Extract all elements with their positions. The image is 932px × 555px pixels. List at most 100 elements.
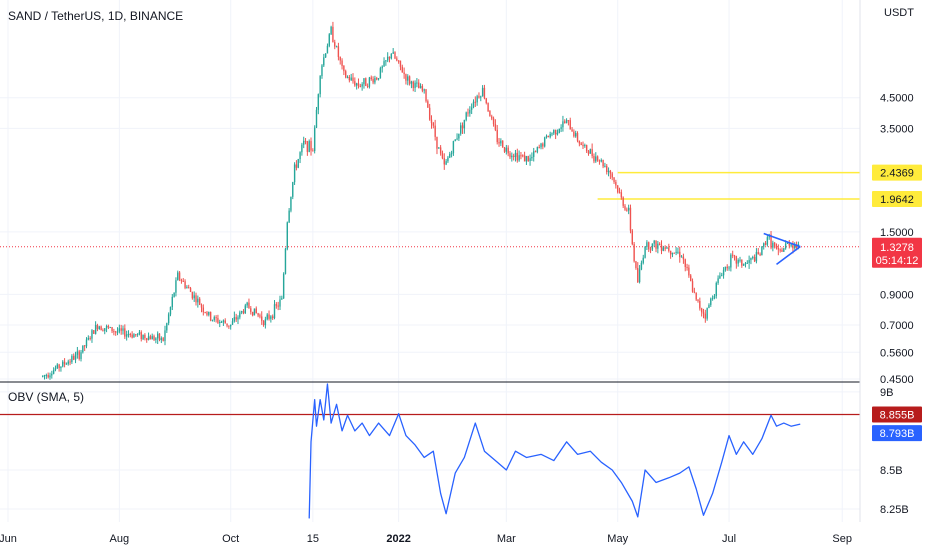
candle-body (136, 333, 139, 335)
candle-body (69, 361, 71, 363)
candle-body (74, 354, 77, 360)
candle-body (492, 118, 495, 125)
obv-panel (0, 383, 860, 519)
candle-body (704, 313, 707, 319)
candle-body (49, 375, 51, 378)
candle-body (461, 125, 464, 129)
candle-body (401, 66, 403, 73)
candle-body (719, 275, 721, 279)
candle-body (511, 155, 513, 158)
candle-body (202, 307, 205, 313)
candle-body (794, 244, 796, 249)
candle-body (554, 129, 557, 135)
candle-body (458, 133, 460, 139)
level-price-tag: 1.9642 (880, 194, 914, 206)
candle-body (385, 60, 387, 62)
candle-body (111, 327, 113, 332)
candle-body (292, 182, 294, 197)
candle-body (713, 296, 716, 299)
candle-body (197, 298, 199, 303)
candle-body (403, 72, 405, 75)
candle-body (784, 243, 787, 249)
candle-body (56, 364, 58, 369)
candle-body (323, 57, 325, 66)
candle-body (688, 267, 690, 276)
candle-body (219, 321, 221, 323)
candle-body (226, 323, 228, 326)
candle-body (310, 141, 312, 151)
candle-body (193, 295, 195, 299)
candle-body (144, 334, 146, 339)
candle-body (412, 81, 414, 88)
candle-body (62, 361, 64, 367)
candle-body (376, 78, 378, 80)
candle-body (107, 326, 110, 328)
candle-body (313, 127, 316, 151)
candle-body (753, 256, 756, 262)
candle-body (98, 326, 100, 330)
candle-body (790, 244, 792, 246)
candle-body (702, 312, 705, 314)
candle-body (295, 164, 298, 168)
candle-body (288, 210, 290, 223)
candle-body (299, 152, 301, 160)
candle-body (41, 375, 44, 377)
candle-body (691, 281, 694, 292)
candle-body (463, 119, 466, 129)
candle-body (644, 247, 646, 258)
candle-body (742, 264, 745, 266)
candle-body (452, 141, 455, 154)
candle-body (166, 323, 168, 331)
candle-body (133, 334, 135, 338)
candle-body (690, 275, 692, 282)
candle-body (564, 121, 566, 124)
candle-body (328, 34, 330, 46)
candle-body (514, 152, 517, 158)
candle-body (253, 308, 256, 316)
candle-body (637, 267, 639, 283)
candle-body (361, 84, 363, 87)
candle-body (337, 46, 340, 57)
candle-body (394, 52, 396, 59)
candle-body (700, 308, 703, 313)
candle-body (73, 356, 75, 360)
candle-body (491, 116, 493, 119)
candle-body (374, 78, 376, 83)
candle-body (481, 87, 484, 97)
candle-body (51, 373, 53, 376)
candle-body (631, 230, 633, 245)
candle-body (585, 145, 588, 152)
candle-body (392, 52, 394, 54)
candle-body (282, 273, 285, 299)
y-tick-label: 3.5000 (880, 123, 914, 135)
candle-body (447, 157, 449, 162)
candle-body (658, 243, 661, 246)
candle-body (613, 177, 615, 182)
candle-body (257, 313, 259, 316)
candle-body (94, 325, 97, 334)
candle-body (509, 153, 511, 158)
candle-body (739, 259, 741, 261)
candle-body (498, 142, 500, 144)
current-price-tag-bg (872, 237, 922, 268)
candle-body (233, 317, 236, 322)
candle-body (596, 156, 599, 161)
candle-body (146, 338, 148, 340)
candle-body (217, 318, 219, 323)
candle-body (155, 338, 157, 340)
candle-body (308, 141, 310, 152)
candle-body (231, 321, 234, 325)
candle-body (773, 242, 776, 248)
candle-body (388, 56, 391, 59)
level-price-tag-bg (872, 164, 922, 181)
candle-body (268, 314, 270, 319)
candle-body (83, 345, 86, 347)
candle-body (127, 334, 130, 336)
candle-body (527, 156, 529, 162)
candle-body (198, 298, 201, 305)
candle-body (271, 316, 274, 319)
candle-body (638, 269, 641, 283)
candle-body (386, 56, 389, 61)
obv-tick-label: 8.25B (880, 504, 909, 516)
candle-body (542, 143, 544, 147)
